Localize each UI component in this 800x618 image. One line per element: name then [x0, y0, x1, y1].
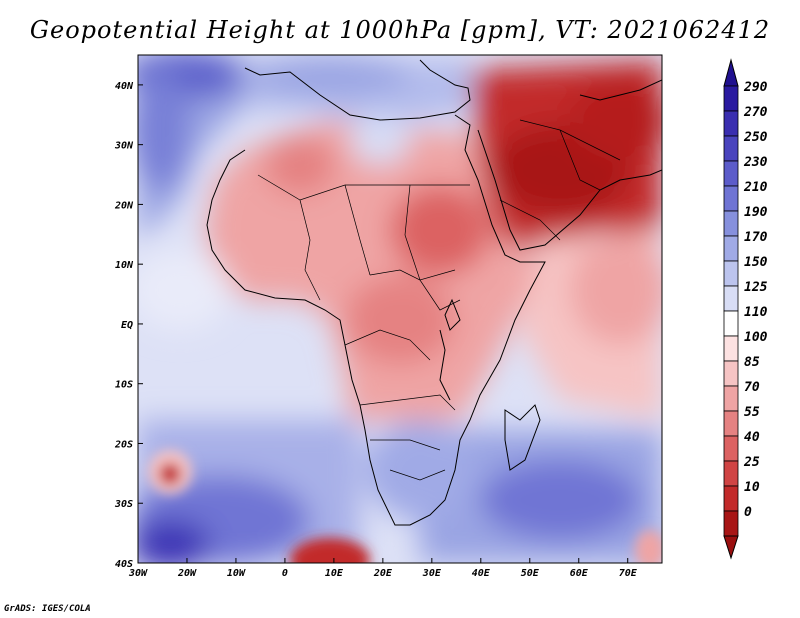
colorbar-label: 0	[744, 505, 752, 520]
colorbar-swatch	[723, 135, 739, 162]
colorbar-label: 40	[744, 430, 760, 445]
colorbar-swatch	[723, 185, 739, 212]
colorbar-label: 190	[744, 205, 768, 220]
colorbar-label: 25	[743, 455, 760, 470]
x-tick-label: 10E	[325, 568, 344, 579]
height-field	[138, 55, 662, 563]
colorbar-label: 170	[744, 230, 768, 245]
colorbar: 2902702502302101901701501251101008570554…	[723, 58, 768, 560]
x-tick-label: 30E	[422, 568, 442, 579]
y-tick-label: 10N	[115, 260, 134, 271]
axis-ticks: 30W 20W 10W 0 10E 20E 30E 40E 50E 60E 70E 40N 30N 20N…	[114, 81, 638, 579]
colorbar-swatch	[723, 360, 739, 387]
colorbar-swatch	[723, 260, 739, 287]
colorbar-swatch	[723, 85, 739, 112]
colorbar-swatch	[723, 285, 739, 312]
x-tick-label: 60E	[570, 568, 589, 579]
y-tick-label: 20S	[114, 439, 133, 450]
colorbar-label: 125	[744, 280, 768, 295]
y-tick-label: 30S	[114, 499, 133, 510]
colorbar-swatch	[723, 485, 739, 512]
colorbar-label: 150	[744, 255, 768, 270]
colorbar-top-arrow	[723, 58, 739, 87]
colorbar-swatch	[723, 435, 739, 462]
colorbar-swatch	[723, 385, 739, 412]
colorbar-swatch	[723, 510, 739, 537]
colorbar-swatch	[723, 210, 739, 237]
y-tick-label: 40S	[115, 559, 133, 570]
y-tick-label: 40N	[115, 81, 134, 92]
colorbar-swatch	[723, 235, 739, 262]
colorbar-label: 290	[743, 80, 768, 95]
colorbar-label: 210	[743, 180, 768, 195]
colorbar-label: 85	[744, 355, 760, 370]
country-borders	[257, 119, 621, 481]
colorbar-swatch	[723, 335, 739, 362]
grads-credit: GrADS: IGES/COLA	[4, 604, 91, 614]
colorbar-swatch	[723, 160, 739, 187]
x-tick-label: 10W	[227, 568, 246, 579]
colorbar-swatch	[723, 110, 739, 137]
y-tick-label: 30N	[114, 141, 134, 152]
plot-frame	[137, 54, 663, 564]
y-tick-label: 20N	[114, 200, 134, 211]
colorbar-label: 230	[743, 155, 768, 170]
colorbar-label: 70	[744, 380, 760, 395]
colorbar-swatch	[723, 410, 739, 437]
x-tick-label: 20E	[373, 568, 393, 579]
colorbar-swatch	[723, 310, 739, 337]
colorbar-label: 55	[744, 405, 760, 420]
x-tick-label: 50E	[521, 568, 540, 579]
x-tick-label: 40E	[472, 568, 491, 579]
y-tick-label: EQ	[121, 320, 133, 331]
colorbar-swatch	[723, 460, 739, 487]
colorbar-label: 100	[744, 330, 768, 345]
colorbar-bottom-arrow	[723, 535, 739, 560]
x-tick-label: 70E	[619, 568, 638, 579]
colorbar-label: 250	[743, 130, 768, 145]
x-tick-label: 0	[282, 568, 288, 579]
coastlines	[206, 59, 662, 526]
y-tick-label: 10S	[115, 380, 133, 391]
x-tick-label: 30W	[128, 568, 148, 579]
colorbar-label: 10	[744, 480, 760, 495]
colorbar-label: 270	[743, 105, 768, 120]
map-title: Geopotential Height at 1000hPa [gpm], VT…	[29, 16, 771, 44]
x-tick-label: 20W	[177, 568, 197, 579]
colorbar-label: 110	[744, 305, 768, 320]
